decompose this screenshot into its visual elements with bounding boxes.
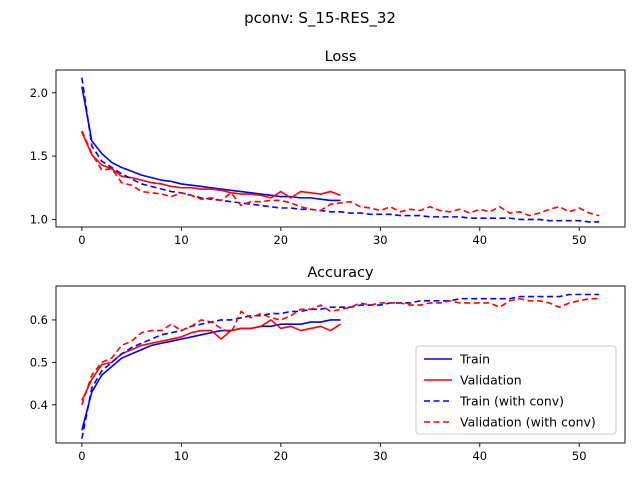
loss-series-train-with-conv xyxy=(81,77,600,223)
accuracy-series-train-with-conv xyxy=(81,293,600,439)
accuracy-xtick-label: 10 xyxy=(174,449,189,463)
legend-box xyxy=(415,345,617,435)
accuracy-series-validation-with-conv xyxy=(81,297,600,406)
accuracy-ytick-label: 0.5 xyxy=(30,355,48,369)
legend-label: Validation xyxy=(460,373,522,388)
accuracy-xtick-label: 40 xyxy=(472,449,487,463)
accuracy-series-train xyxy=(81,319,341,431)
loss-panel-title: Loss xyxy=(325,49,357,65)
loss-panel: Loss 0 10 20 30 40 50 1.0 1.5 2.0 xyxy=(30,49,626,247)
legend-label: Train (with conv) xyxy=(459,394,564,409)
loss-ytick-label: 1.0 xyxy=(30,212,48,226)
loss-series-train xyxy=(81,86,341,202)
loss-xtick-label: 40 xyxy=(472,233,487,247)
loss-xtick-label: 10 xyxy=(174,233,189,247)
accuracy-xtick-label: 50 xyxy=(572,449,587,463)
loss-ytick-label: 1.5 xyxy=(30,149,48,163)
accuracy-ytick-label: 0.6 xyxy=(30,313,48,327)
accuracy-xtick-label: 20 xyxy=(273,449,288,463)
loss-xtick-label: 20 xyxy=(273,233,288,247)
accuracy-panel: Accuracy 0 10 20 30 40 50 0.4 0.5 0.6 Train Valida… xyxy=(30,265,626,463)
legend-label: Validation (with conv) xyxy=(460,415,596,430)
loss-xtick-label: 50 xyxy=(572,233,587,247)
loss-xtick-label: 30 xyxy=(373,233,388,247)
loss-series-validation xyxy=(81,131,341,199)
accuracy-ytick-label: 0.4 xyxy=(30,398,48,412)
loss-xtick-label: 0 xyxy=(78,233,85,247)
accuracy-axes-frame xyxy=(55,285,626,444)
accuracy-xtick-label: 30 xyxy=(373,449,388,463)
accuracy-panel-title: Accuracy xyxy=(307,265,374,281)
accuracy-xtick-label: 0 xyxy=(78,449,85,463)
loss-axes-frame xyxy=(55,69,626,228)
accuracy-series-validation xyxy=(81,319,341,401)
accuracy-legend: Train Validation Train (with conv) Validati… xyxy=(415,345,617,435)
legend-label: Train xyxy=(459,352,490,367)
loss-ytick-label: 2.0 xyxy=(30,86,48,100)
figure-suptitle: pconv: S_15-RES_32 xyxy=(244,9,396,28)
loss-series-validation-with-conv xyxy=(81,130,600,217)
